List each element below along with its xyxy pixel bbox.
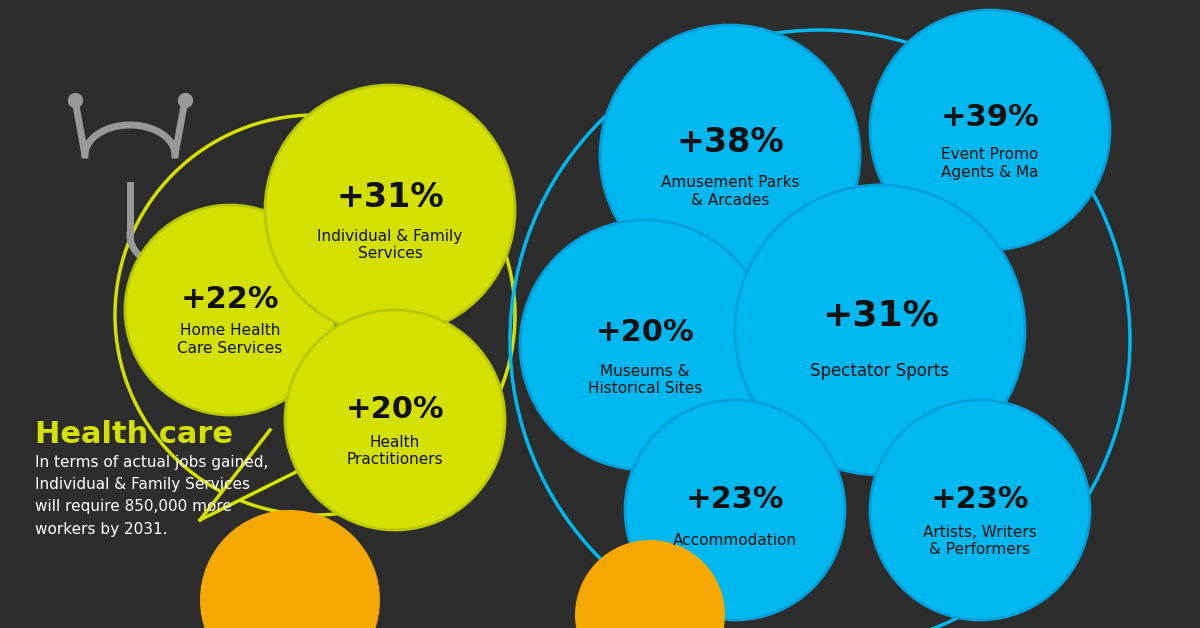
Text: Health care: Health care <box>35 420 233 449</box>
Text: +23%: +23% <box>931 484 1030 514</box>
Circle shape <box>200 510 380 628</box>
Text: Spectator Sports: Spectator Sports <box>810 362 949 379</box>
Polygon shape <box>200 430 320 520</box>
Text: +20%: +20% <box>346 394 444 423</box>
Text: +39%: +39% <box>941 104 1039 133</box>
Circle shape <box>125 205 335 415</box>
Circle shape <box>600 25 860 285</box>
Text: Museums &
Historical Sites: Museums & Historical Sites <box>588 364 702 396</box>
Text: +31%: +31% <box>822 298 938 332</box>
Circle shape <box>734 185 1025 475</box>
Text: Accommodation: Accommodation <box>673 533 797 548</box>
Text: Home Health
Care Services: Home Health Care Services <box>178 323 283 355</box>
Text: +38%: +38% <box>676 126 784 158</box>
Circle shape <box>265 85 515 335</box>
Text: In terms of actual jobs gained,
Individual & Family Services
will require 850,00: In terms of actual jobs gained, Individu… <box>35 455 269 536</box>
Circle shape <box>286 310 505 530</box>
Circle shape <box>575 540 725 628</box>
Text: Event Promo
Agents & Ma: Event Promo Agents & Ma <box>941 148 1039 180</box>
Text: Health
Practitioners: Health Practitioners <box>347 435 443 467</box>
Circle shape <box>870 10 1110 250</box>
Text: Amusement Parks
& Arcades: Amusement Parks & Arcades <box>661 175 799 208</box>
Text: Artists, Writers
& Performers: Artists, Writers & Performers <box>923 524 1037 557</box>
Text: +22%: +22% <box>181 285 280 314</box>
Text: +20%: +20% <box>595 318 695 347</box>
Circle shape <box>625 400 845 620</box>
Circle shape <box>520 220 770 470</box>
Circle shape <box>870 400 1090 620</box>
Text: +31%: +31% <box>336 181 444 214</box>
Text: Individual & Family
Services: Individual & Family Services <box>317 229 463 261</box>
Text: +23%: +23% <box>685 484 785 514</box>
Polygon shape <box>680 460 760 560</box>
